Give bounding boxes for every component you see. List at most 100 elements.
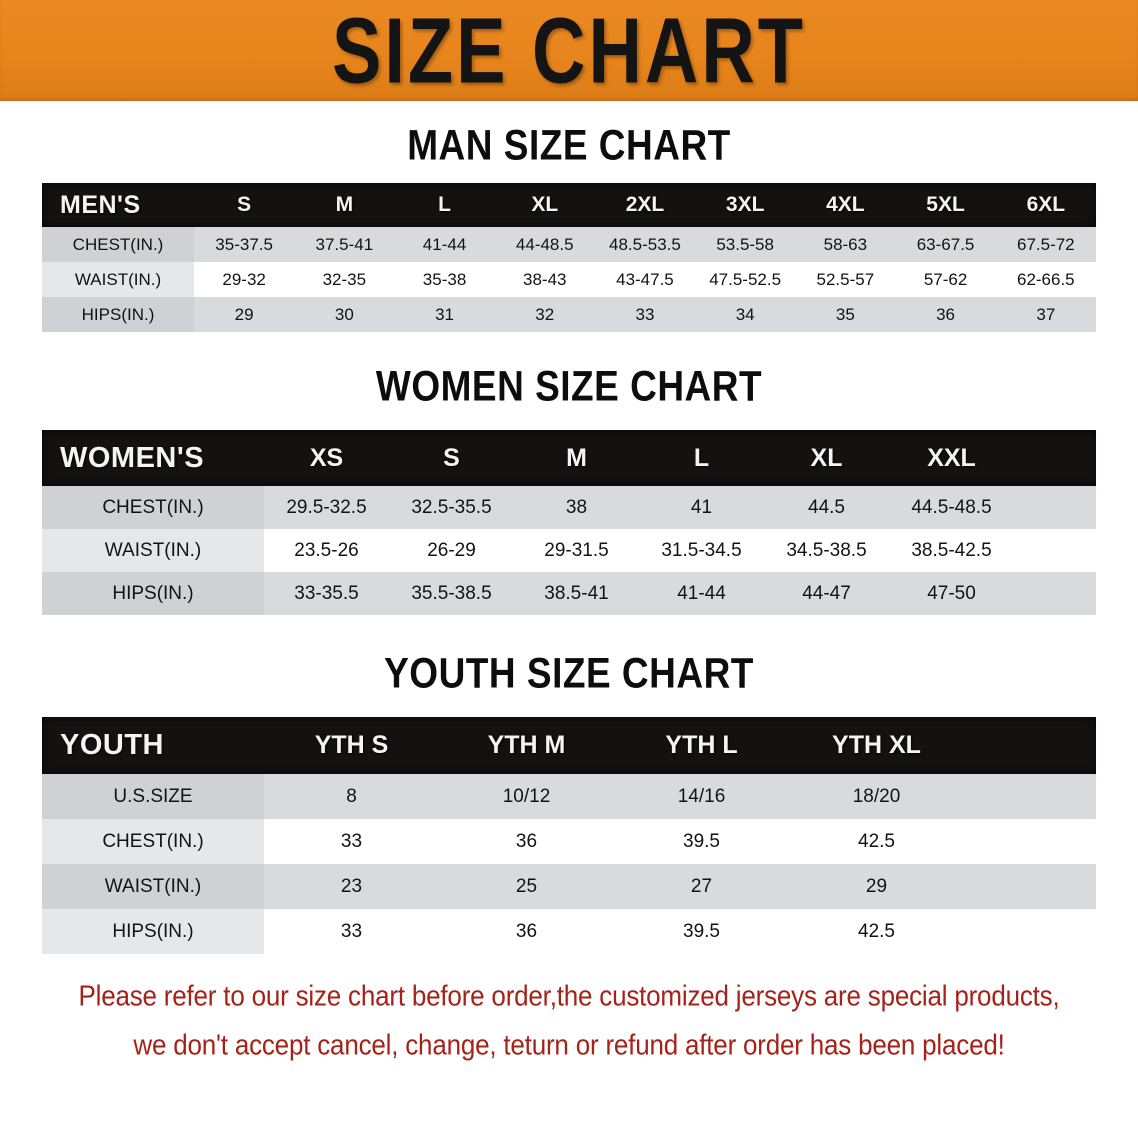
youth-waist-l: 27 [690,875,713,897]
women-hips-filler [1014,572,1096,615]
women-chest-xxl: 44.5-48.5 [911,496,992,518]
man-size-header-m: M [335,193,354,216]
man-chest-s: 35-37.5 [215,234,273,254]
man-chest-6xl: 67.5-72 [1016,234,1075,254]
youth-chest-l: 39.5 [683,830,720,852]
table-row: WAIST(IN.) 23.5-26 26-29 29-31.5 31.5-34… [42,529,1096,572]
man-size-header-4xl: 4XL [826,193,865,216]
youth-row-label-us-size: U.S.SIZE [42,774,264,819]
youth-waist-xl: 29 [865,875,888,897]
man-hips-2xl: 33 [635,304,655,324]
table-row: CHEST(IN.) 35-37.5 37.5-41 41-44 44-48.5… [42,227,1096,262]
man-size-table: MEN'S S M L XL 2XL 3XL 4XL 5XL 6XL CHEST… [42,183,1096,332]
youth-chest-m: 36 [515,830,538,852]
disclaimer-line-1: Please refer to our size chart before or… [78,978,1060,1013]
women-size-header-m: M [566,443,587,472]
women-size-header-l: L [693,443,710,472]
man-size-header-l: L [438,193,451,216]
man-corner-label: MEN'S [60,190,141,219]
man-chest-m: 37.5-41 [315,234,374,254]
women-section-heading: WOMEN SIZE CHART [375,363,763,410]
man-waist-4xl: 52.5-57 [816,269,875,289]
youth-hips-filler [964,909,1096,954]
youth-us-size-s: 8 [346,785,357,807]
youth-hips-m: 36 [515,920,538,942]
man-hips-4xl: 35 [835,304,855,324]
women-row-label-hips: HIPS(IN.) [42,572,264,615]
youth-us-size-xl: 18/20 [852,785,901,807]
man-section-heading: MAN SIZE CHART [407,122,731,169]
man-header-row: MEN'S S M L XL 2XL 3XL 4XL 5XL 6XL [42,183,1096,227]
youth-us-size-m: 10/12 [502,785,551,807]
table-row: HIPS(IN.) 29 30 31 32 33 34 35 36 37 [42,297,1096,332]
youth-hips-l: 39.5 [683,920,720,942]
youth-row-label-hips: HIPS(IN.) [42,909,264,954]
youth-waist-m: 25 [515,875,538,897]
man-waist-m: 32-35 [322,269,367,289]
women-chest-filler [1014,486,1096,529]
table-row: U.S.SIZE 8 10/12 14/16 18/20 [42,774,1096,819]
women-waist-xl: 34.5-38.5 [786,539,867,561]
man-size-header-6xl: 6XL [1026,193,1066,216]
page-title: SIZE CHART [332,0,806,102]
youth-hips-xl: 42.5 [858,920,895,942]
youth-corner-label: YOUTH [60,729,164,761]
women-hips-xxl: 47-50 [927,582,976,604]
women-waist-filler [1014,529,1096,572]
youth-table-header: YOUTH YTH S YTH M YTH L YTH XL [42,717,1096,774]
man-table-body: CHEST(IN.) 35-37.5 37.5-41 41-44 44-48.5… [42,227,1096,332]
women-size-header-xl: XL [810,443,843,472]
women-table-header: WOMEN'S XS S M L XL XXL [42,430,1096,486]
women-size-header-xxl: XXL [927,443,976,472]
youth-us-size-l: 14/16 [677,785,726,807]
man-row-label-chest: CHEST(IN.) [42,227,195,262]
man-hips-3xl: 34 [735,304,755,324]
man-size-header-xl: XL [531,193,559,216]
women-waist-xxl: 38.5-42.5 [911,539,992,561]
man-size-header-5xl: 5XL [926,193,965,216]
youth-size-header-l: YTH L [665,731,738,759]
table-row: WAIST(IN.) 29-32 32-35 35-38 38-43 43-47… [42,262,1096,297]
table-row: CHEST(IN.) 29.5-32.5 32.5-35.5 38 41 44.… [42,486,1096,529]
man-waist-3xl: 47.5-52.5 [709,269,782,289]
women-header-filler [1014,430,1096,486]
spacer-after-man-table [0,332,1138,366]
youth-size-table-container: YOUTH YTH S YTH M YTH L YTH XL U.S.SIZE … [42,717,1096,954]
youth-waist-filler [964,864,1096,909]
man-size-header-3xl: 3XL [725,193,765,216]
man-chest-xl: 44-48.5 [515,234,574,254]
women-hips-xl: 44-47 [802,582,851,604]
women-row-label-chest: CHEST(IN.) [42,486,264,529]
youth-row-label-waist: WAIST(IN.) [42,864,264,909]
youth-size-header-xl: YTH XL [832,731,921,759]
women-size-header-s: S [443,443,460,472]
women-chest-l: 41 [690,496,713,518]
man-hips-s: 29 [234,304,254,324]
women-hips-xs: 33-35.5 [294,582,359,604]
page-banner: SIZE CHART [0,0,1138,101]
man-row-label-waist: WAIST(IN.) [42,262,195,297]
man-chest-5xl: 63-67.5 [916,234,975,254]
youth-table-body: U.S.SIZE 8 10/12 14/16 18/20 CHEST(IN.) … [42,774,1096,954]
youth-us-size-filler [964,774,1096,819]
women-hips-s: 35.5-38.5 [411,582,492,604]
women-table-body: CHEST(IN.) 29.5-32.5 32.5-35.5 38 41 44.… [42,486,1096,615]
man-hips-l: 31 [435,304,454,324]
return-policy-disclaimer: Please refer to our size chart before or… [20,971,1118,1070]
table-row: CHEST(IN.) 33 36 39.5 42.5 [42,819,1096,864]
youth-header-filler [964,717,1096,774]
youth-header-row: YOUTH YTH S YTH M YTH L YTH XL [42,717,1096,774]
women-chest-xl: 44.5 [808,496,845,518]
man-chest-l: 41-44 [422,234,467,254]
man-row-label-hips: HIPS(IN.) [42,297,195,332]
women-size-table-container: WOMEN'S XS S M L XL XXL CHEST(IN.) 29.5-… [42,430,1096,615]
spacer-after-women-table [0,615,1138,653]
women-size-header-xs: XS [309,443,344,472]
youth-row-label-chest: CHEST(IN.) [42,819,264,864]
women-corner-label: WOMEN'S [60,441,205,474]
women-row-label-waist: WAIST(IN.) [42,529,264,572]
man-chest-3xl: 53.5-58 [716,234,774,254]
women-chest-m: 38 [565,496,588,518]
women-chest-xs: 29.5-32.5 [286,496,367,518]
table-row: WAIST(IN.) 23 25 27 29 [42,864,1096,909]
